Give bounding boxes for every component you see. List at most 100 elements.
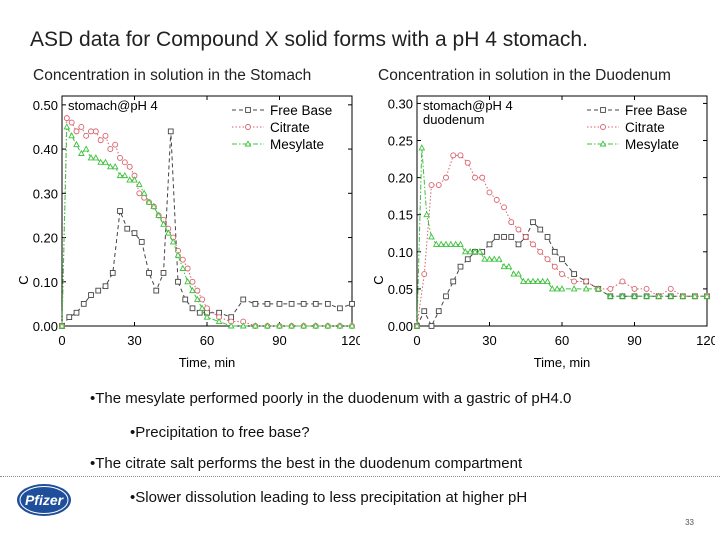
stomach-point-citrate xyxy=(102,132,109,139)
duodenum-point-citrate xyxy=(551,263,558,270)
duodenum-y-axis-label: C xyxy=(371,275,386,284)
duodenum-ytick-label: 0.20 xyxy=(388,171,413,186)
stomach-legend-label-citrate: Citrate xyxy=(270,120,310,135)
duodenum-point-mesylate xyxy=(619,292,626,299)
stomach-point-free-base xyxy=(324,301,331,307)
stomach-point-free-base xyxy=(349,301,355,307)
stomach-point-mesylate xyxy=(155,211,163,218)
stomach-point-mesylate xyxy=(324,322,332,329)
stomach-point-citrate xyxy=(179,256,186,263)
stomach-point-mesylate xyxy=(179,264,187,271)
duodenum-x-axis-label: Time, min xyxy=(534,355,591,370)
stomach-point-free-base xyxy=(95,287,102,294)
stomach-point-mesylate xyxy=(126,176,134,183)
stomach-point-mesylate xyxy=(116,171,124,179)
duodenum-point-mesylate xyxy=(428,233,435,240)
duodenum-xtick-label: 120 xyxy=(696,333,715,348)
duodenum-ytick-label: 0.10 xyxy=(388,245,413,260)
duodenum-point-mesylate xyxy=(534,277,542,284)
stomach-point-citrate xyxy=(184,265,191,272)
duodenum-point-free-base xyxy=(537,226,544,233)
duodenum-point-citrate xyxy=(428,182,435,188)
duodenum-point-citrate xyxy=(530,241,536,248)
bullet-4-text: Slower dissolution leading to less preci… xyxy=(135,489,528,506)
duodenum-point-mesylate xyxy=(476,248,484,255)
duodenum-point-mesylate xyxy=(691,292,699,299)
stomach-point-mesylate xyxy=(131,176,138,183)
stomach-point-citrate xyxy=(68,119,75,126)
stomach-point-mesylate xyxy=(77,149,85,156)
duodenum-point-free-base xyxy=(486,241,493,248)
duodenum-point-mesylate xyxy=(548,285,556,292)
bullet-3: •The citrate salt performs the best in t… xyxy=(90,455,522,472)
duodenum-point-mesylate xyxy=(500,262,508,270)
stomach-y-axis-label: C xyxy=(16,275,31,284)
duodenum-point-mesylate xyxy=(490,255,498,262)
duodenum-point-mesylate xyxy=(529,277,537,284)
duodenum-point-citrate xyxy=(508,219,515,226)
stomach-point-citrate xyxy=(194,287,201,294)
duodenum-point-citrate xyxy=(421,271,428,278)
stomach-legend-marker-citrate xyxy=(245,124,251,130)
stomach-point-mesylate xyxy=(288,322,295,329)
stomach-ytick-label: 0.00 xyxy=(33,319,58,334)
duodenum-series-mesylate-line xyxy=(416,147,707,327)
duodenum-point-mesylate xyxy=(471,248,479,255)
duodenum-ytick-label: 0.30 xyxy=(388,96,413,111)
stomach-point-mesylate xyxy=(227,322,235,329)
stomach-x-axis-label: Time, min xyxy=(179,355,236,370)
duodenum-point-mesylate xyxy=(461,248,469,255)
duodenum-point-mesylate xyxy=(413,322,421,329)
duodenum-point-free-base xyxy=(559,256,565,263)
duodenum-point-free-base xyxy=(443,293,449,300)
duodenum-point-citrate xyxy=(643,285,650,292)
stomach-point-mesylate xyxy=(106,163,114,170)
stomach-point-mesylate xyxy=(160,220,167,227)
duodenum-point-mesylate xyxy=(553,285,561,292)
stomach-xtick-label: 30 xyxy=(127,333,141,348)
duodenum-point-citrate xyxy=(515,226,522,233)
logo-wordmark: Pfizer xyxy=(25,492,65,508)
stomach-point-mesylate xyxy=(135,180,143,187)
stomach-point-free-base xyxy=(337,305,343,312)
duodenum-legend-marker-free-base xyxy=(600,107,606,113)
stomach-point-mesylate xyxy=(145,198,153,205)
stomach-xtick-label: 0 xyxy=(58,333,65,348)
footer-divider xyxy=(0,476,720,477)
stomach-point-mesylate xyxy=(215,317,223,325)
duodenum-point-citrate xyxy=(443,174,449,181)
bullet-4-marker: • xyxy=(130,489,136,506)
stomach-point-citrate xyxy=(112,141,119,148)
duodenum-point-citrate xyxy=(631,285,638,292)
duodenum-point-citrate xyxy=(559,271,565,278)
duodenum-point-free-base xyxy=(450,278,457,285)
duodenum-point-mesylate xyxy=(423,210,431,218)
stomach-point-mesylate xyxy=(276,322,283,329)
duodenum-point-mesylate xyxy=(570,285,578,292)
duodenum-point-mesylate xyxy=(515,270,522,277)
duodenum-xtick-label: 90 xyxy=(627,333,641,348)
duodenum-chart-title: Concentration in solution in the Duodenu… xyxy=(378,67,671,84)
duodenum-point-mesylate xyxy=(457,240,464,247)
duodenum-point-citrate xyxy=(583,278,590,285)
stomach-xtick-label: 90 xyxy=(272,333,286,348)
stomach-point-mesylate xyxy=(336,322,344,329)
duodenum-point-citrate xyxy=(464,159,471,166)
stomach-point-mesylate xyxy=(111,163,119,170)
duodenum-point-mesylate xyxy=(519,277,527,284)
stomach-ytick-label: 0.10 xyxy=(33,275,58,290)
stomach-ytick-label: 0.30 xyxy=(33,186,58,201)
duodenum-point-mesylate xyxy=(643,292,650,299)
duodenum-point-mesylate xyxy=(667,292,675,299)
stomach-point-mesylate xyxy=(203,313,211,320)
stomach-point-free-base xyxy=(175,278,181,285)
duodenum-ytick-label: 0.25 xyxy=(388,134,413,149)
stomach-point-citrate xyxy=(88,128,94,135)
duodenum-legend-label-mesylate: Mesylate xyxy=(625,137,679,152)
stomach-point-mesylate xyxy=(63,123,71,130)
duodenum-point-free-base xyxy=(508,234,515,240)
duodenum-point-citrate xyxy=(667,285,674,292)
stomach-point-free-base xyxy=(300,301,307,307)
stomach-point-citrate xyxy=(83,132,90,139)
duodenum-point-mesylate xyxy=(442,240,450,247)
